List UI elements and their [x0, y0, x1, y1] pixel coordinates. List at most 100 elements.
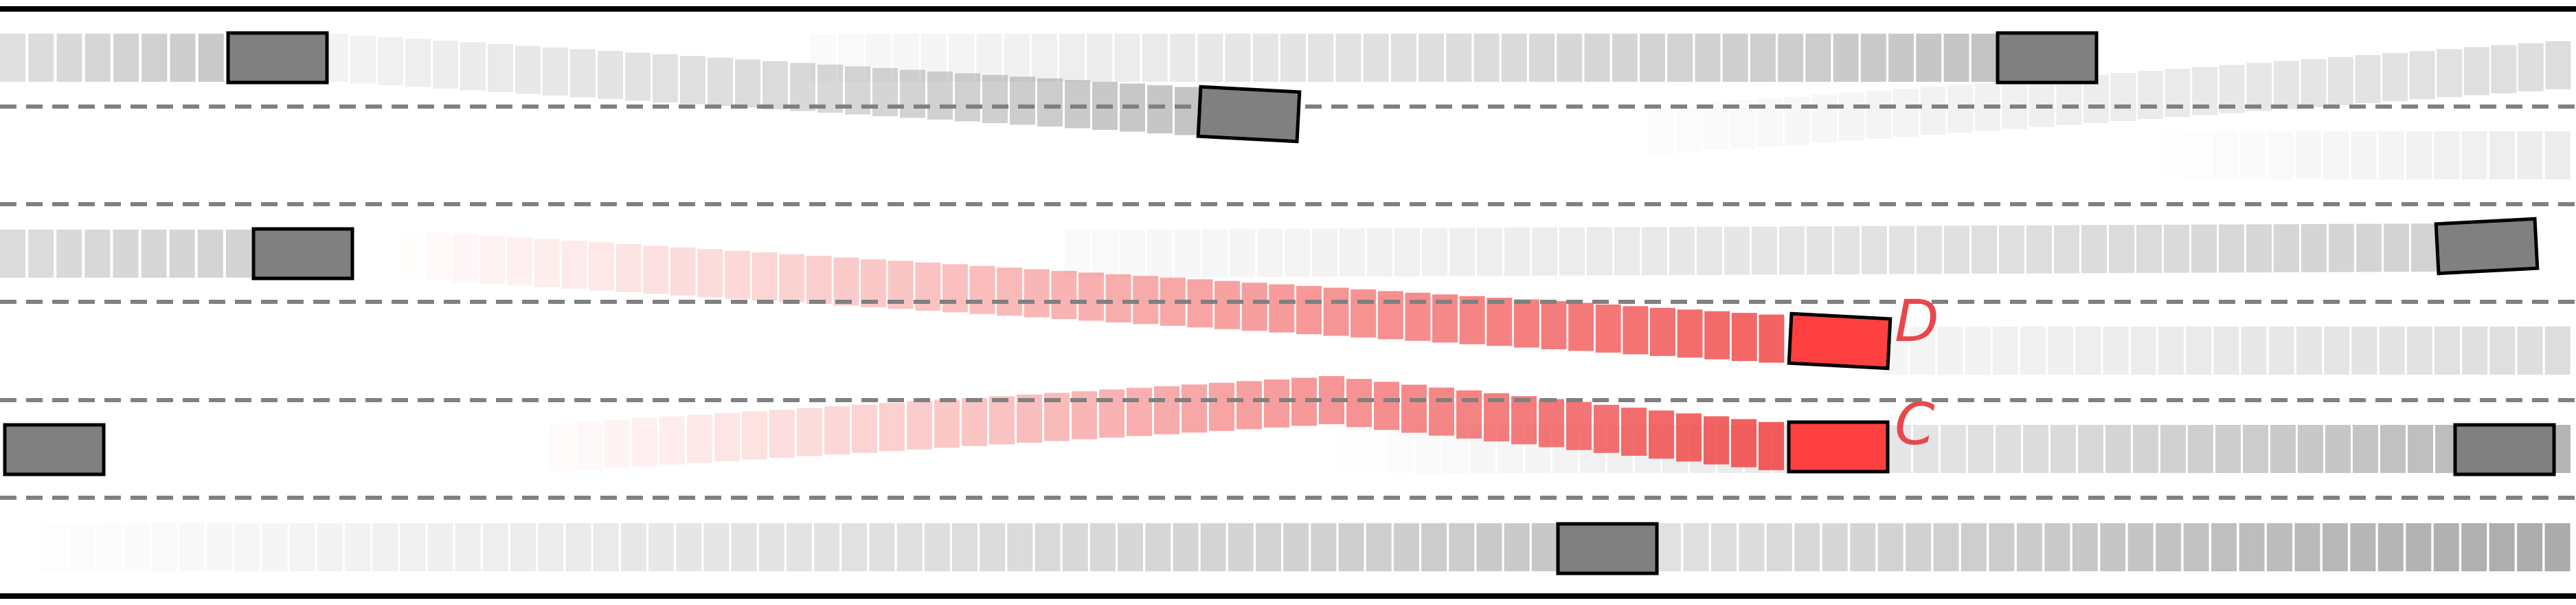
trail-lane6-b-segment-9: [1906, 523, 1932, 571]
trail-lane1-a-segment-5: [142, 34, 168, 82]
trail-lane3-b-segment-44: [2274, 224, 2299, 273]
trail-vehicle-c-segment-33: [1429, 387, 1454, 436]
trail-lane3-b-segment-12: [1394, 228, 1420, 276]
trail-lane3-b-segment-9: [1312, 228, 1337, 277]
trail-lane5-a-segment-17: [2353, 425, 2378, 473]
trail-vehicle-d-segment-23: [997, 267, 1023, 316]
trail-lane6-b-segment-17: [2127, 523, 2154, 571]
trail-lane1-c-segment-42: [1971, 34, 1997, 82]
trail-vehicle-c-segment-44: [1731, 419, 1756, 468]
trail-lane4-a-segment-13: [2241, 327, 2267, 375]
trail-vehicle-d-segment-7: [561, 241, 587, 289]
trail-lane6-a-segment-20: [593, 523, 619, 571]
trail-vehicle-d-segment-1: [398, 230, 424, 278]
trail-vehicle-d-segment-51: [1759, 314, 1785, 363]
vehicle: [1196, 85, 1302, 144]
trail-lane6-a-segment-45: [1283, 523, 1309, 571]
trail-lane1-b-segment-15: [735, 59, 760, 108]
trail-lane6-b-segment-13: [2016, 523, 2042, 571]
trail-lane6-a-segment-12: [372, 523, 398, 571]
trail-lane1-d-segment-23: [2273, 60, 2299, 109]
trail-lane5-a-segment-11: [2188, 425, 2213, 473]
trail-lane3-b-segment-49: [2411, 223, 2437, 272]
trail-lane4-a-segment-4: [1992, 327, 2018, 375]
trail-lane5-a-segment-5: [2023, 425, 2048, 473]
trail-vehicle-d-segment-47: [1649, 307, 1675, 356]
trail-lane1-a-segment-6: [170, 34, 196, 82]
trail-vehicle-c-segment-31: [1374, 382, 1399, 430]
trail-lane4-a-segment-17: [2351, 327, 2377, 375]
trail-lane6-a-segment-21: [620, 523, 646, 571]
trail-lane2-a-segment-13: [2489, 131, 2516, 179]
trail-lane6-a-segment-41: [1173, 523, 1199, 571]
trail-lane3-b-segment-33: [1971, 226, 1997, 274]
trail-lane6-b-segment-30: [2489, 523, 2515, 571]
trail-lane1-c-segment-18: [1308, 34, 1334, 82]
trail-lane1-d-segment-14: [2029, 78, 2055, 127]
trail-lane3-b-segment-4: [1175, 229, 1200, 278]
trail-vehicle-d-segment-13: [725, 250, 750, 299]
trail-lane6-b-segment-27: [2406, 523, 2432, 571]
trail-lane6-a-segment-48: [1366, 523, 1392, 571]
trail-lane6-a-segment-17: [510, 523, 536, 571]
trail-lane6-b-segment-32: [2544, 523, 2571, 571]
trail-vehicle-d-segment-15: [779, 254, 805, 302]
trail-vehicle-c-segment-40: [1621, 407, 1647, 456]
trail-lane6-a-segment-3: [124, 523, 150, 571]
trail-lane5-a-segment-14: [2270, 425, 2296, 473]
trail-lane2-a-segment-4: [2240, 131, 2266, 179]
trail-lane3-a-segment-1: [28, 230, 54, 278]
trail-lane3-b-segment-36: [2054, 225, 2079, 274]
trail-lane3-a-segment-6: [169, 230, 195, 278]
trail-lane4-a-segment-1: [1910, 327, 1936, 375]
trail-vehicle-c-segment-24: [1182, 384, 1207, 433]
trail-lane4-a-segment-8: [2103, 327, 2129, 375]
trail-vehicle-d-segment-17: [833, 257, 859, 306]
trail-vehicle-d-segment-49: [1704, 311, 1730, 360]
trail-lane3-b-segment-17: [1532, 227, 1557, 276]
trail-lane1-c-segment-16: [1252, 34, 1278, 82]
trail-vehicle-c-segment-5: [659, 416, 685, 465]
trail-lane1-d-segment-26: [2355, 55, 2381, 104]
trail-lane3-a-segment-4: [113, 230, 139, 278]
trail-lane1-d-segment-25: [2327, 56, 2353, 105]
trail-vehicle-c-segment-38: [1566, 402, 1592, 450]
trail-lane5-a-segment-4: [1996, 425, 2021, 473]
trail-vehicle-c-segment-3: [605, 419, 630, 468]
trail-lane6-a-segment-25: [731, 523, 757, 571]
trail-vehicle-d-segment-46: [1623, 306, 1649, 355]
trail-vehicle-c-segment-36: [1511, 396, 1537, 445]
trail-lane1-b-segment-27: [1065, 80, 1090, 129]
trail-lane6-a-segment-47: [1338, 523, 1364, 571]
trail-lane1-b-segment-16: [762, 61, 788, 109]
trail-lane1-d-segment-24: [2301, 58, 2327, 107]
trail-lane1-c-segment-0: [811, 34, 836, 82]
trail-lane4-a-segment-14: [2268, 327, 2294, 375]
trail-lane4-a-segment-7: [2075, 327, 2101, 375]
trail-vehicle-c-segment-4: [632, 418, 657, 467]
trail-lane5-a-segment-6: [2050, 425, 2076, 473]
trail-lane6-a-segment-53: [1504, 523, 1530, 571]
trail-lane6-b-segment-3: [1739, 523, 1765, 571]
trail-vehicle-d-segment-40: [1459, 296, 1485, 344]
trail-lane6-b-segment-20: [2211, 523, 2237, 571]
trail-lane3-b-segment-41: [2191, 224, 2217, 273]
trail-lane1-c-segment-25: [1501, 34, 1527, 82]
trail-lane6-b-segment-26: [2377, 523, 2404, 571]
trail-lane3-b-segment-34: [1999, 225, 2024, 274]
trail-lane6-b-segment-24: [2322, 523, 2348, 571]
trail-lane5-a-segment-7: [2078, 425, 2103, 473]
trail-lane6-b-segment-10: [1933, 523, 1959, 571]
trail-lane5-a-segment-0: [1886, 425, 1911, 473]
trail-lane1-b-segment-25: [1010, 76, 1035, 125]
trail-lane3-b-segment-31: [1917, 226, 1942, 274]
vehicle: [2453, 423, 2556, 476]
trail-lane1-c-segment-15: [1225, 34, 1251, 82]
trail-lane6-a-segment-11: [345, 523, 370, 571]
trail-vehicle-d-segment-50: [1731, 313, 1757, 362]
trail-lane4-a-segment-12: [2213, 327, 2239, 375]
trail-lane2-a-segment-1: [2157, 131, 2182, 179]
trail-lane3-b-segment-16: [1504, 228, 1530, 276]
trail-lane6-a-segment-44: [1256, 523, 1281, 571]
trail-lane6-a-segment-24: [703, 523, 730, 571]
